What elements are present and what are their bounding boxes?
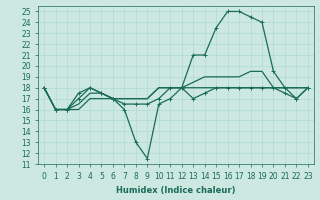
X-axis label: Humidex (Indice chaleur): Humidex (Indice chaleur) [116,186,236,195]
